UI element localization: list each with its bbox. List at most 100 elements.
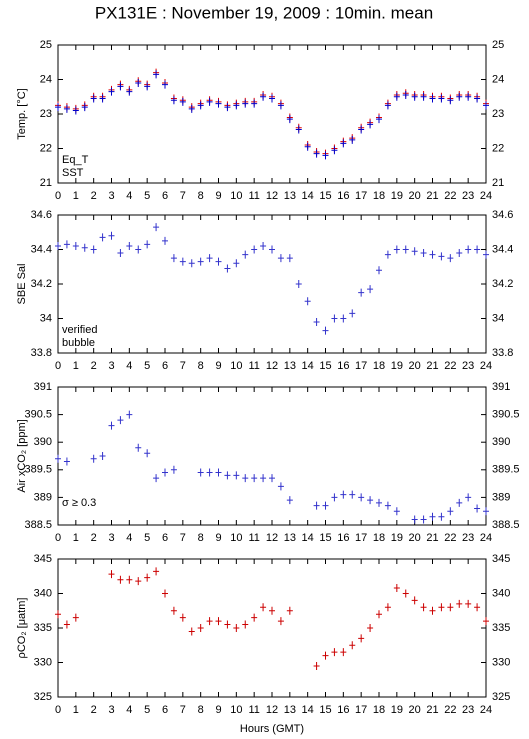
x-tick-label: 18 xyxy=(373,360,385,372)
data-point xyxy=(144,449,151,458)
data-point xyxy=(162,468,168,477)
x-tick-label: 5 xyxy=(144,704,150,716)
x-tick-label: 24 xyxy=(480,532,492,544)
data-point xyxy=(411,515,418,524)
data-point xyxy=(349,135,356,144)
x-tick-label: 18 xyxy=(373,532,385,544)
data-point xyxy=(349,490,356,499)
data-point xyxy=(90,94,97,103)
data-point xyxy=(162,589,168,598)
data-point xyxy=(429,606,436,615)
x-tick-label: 12 xyxy=(266,190,278,202)
data-point xyxy=(108,87,115,96)
data-point xyxy=(456,248,463,257)
x-tick-label: 12 xyxy=(266,704,278,716)
data-point xyxy=(224,103,231,112)
data-point xyxy=(108,421,115,430)
x-tick-label: 16 xyxy=(337,190,349,202)
y-axis-label: ρCO₂ [μatm] xyxy=(16,598,28,659)
data-point xyxy=(474,94,481,103)
data-point xyxy=(286,115,293,124)
x-tick-label: 15 xyxy=(319,704,331,716)
x-tick-label: 22 xyxy=(444,360,456,372)
legend-entry: Eq_T xyxy=(62,154,89,166)
data-point xyxy=(411,92,418,101)
x-tick-label: 6 xyxy=(162,532,168,544)
y-tick-label: 24 xyxy=(492,73,504,85)
data-point xyxy=(197,624,204,632)
data-point xyxy=(153,70,160,79)
legend-entry: bubble xyxy=(62,337,95,349)
data-point xyxy=(340,648,347,657)
data-point xyxy=(393,507,400,516)
y-axis-label: Temp. [°C] xyxy=(16,88,28,139)
y-tick-label: 33.8 xyxy=(31,347,52,359)
data-point xyxy=(224,620,231,629)
y-tick-label: 388.5 xyxy=(492,519,520,531)
y-tick-label: 391 xyxy=(492,381,510,393)
x-tick-label: 24 xyxy=(480,704,492,716)
data-point xyxy=(358,493,365,502)
data-point xyxy=(63,457,70,466)
data-point xyxy=(402,589,409,598)
data-point xyxy=(429,94,436,103)
data-point xyxy=(242,250,249,259)
x-tick-label: 19 xyxy=(391,190,403,202)
data-point xyxy=(349,641,356,650)
data-point xyxy=(108,231,115,240)
y-tick-label: 330 xyxy=(34,656,52,668)
data-point xyxy=(483,250,489,259)
data-point xyxy=(313,501,320,510)
data-point xyxy=(72,613,79,622)
x-tick-label: 15 xyxy=(319,190,331,202)
x-tick-label: 6 xyxy=(162,360,168,372)
x-tick-label: 9 xyxy=(215,704,221,716)
data-point xyxy=(286,254,293,263)
data-point xyxy=(438,94,445,103)
data-point xyxy=(117,416,124,425)
x-tick-label: 4 xyxy=(126,532,132,544)
x-tick-label: 10 xyxy=(230,190,242,202)
y-tick-label: 34.6 xyxy=(492,209,513,221)
data-point xyxy=(206,97,213,106)
data-point xyxy=(447,603,454,612)
data-point xyxy=(260,92,267,101)
data-point xyxy=(313,661,320,670)
x-axis-label: Hours (GMT) xyxy=(240,723,304,735)
data-point xyxy=(63,104,70,113)
data-point xyxy=(384,101,391,110)
x-tick-label: 16 xyxy=(337,532,349,544)
data-point xyxy=(179,257,186,266)
data-point xyxy=(420,603,427,612)
x-tick-label: 5 xyxy=(144,360,150,372)
x-tick-label: 8 xyxy=(198,190,204,202)
x-tick-label: 17 xyxy=(355,704,367,716)
x-tick-label: 7 xyxy=(180,190,186,202)
x-tick-label: 21 xyxy=(426,704,438,716)
data-point xyxy=(322,651,329,660)
y-tick-label: 340 xyxy=(492,587,510,599)
data-point xyxy=(358,634,365,643)
x-tick-label: 14 xyxy=(302,190,314,202)
x-tick-label: 10 xyxy=(230,532,242,544)
y-tick-label: 390 xyxy=(492,436,510,448)
y-tick-label: 23 xyxy=(492,108,504,120)
y-tick-label: 25 xyxy=(492,39,504,51)
plot-frame xyxy=(57,44,487,184)
annotation: σ ≥ 0.3 xyxy=(62,497,96,509)
data-point xyxy=(55,242,61,251)
data-point xyxy=(242,99,249,108)
x-tick-label: 14 xyxy=(302,532,314,544)
data-point xyxy=(108,570,115,579)
x-tick-label: 1 xyxy=(73,190,79,202)
data-point xyxy=(126,410,133,419)
data-point xyxy=(188,104,195,113)
data-point xyxy=(447,254,454,263)
x-tick-label: 13 xyxy=(284,532,296,544)
x-tick-label: 21 xyxy=(426,360,438,372)
x-tick-label: 1 xyxy=(73,532,79,544)
data-point xyxy=(81,243,88,252)
data-point xyxy=(340,490,347,499)
data-point xyxy=(242,474,249,483)
data-point xyxy=(322,326,329,335)
